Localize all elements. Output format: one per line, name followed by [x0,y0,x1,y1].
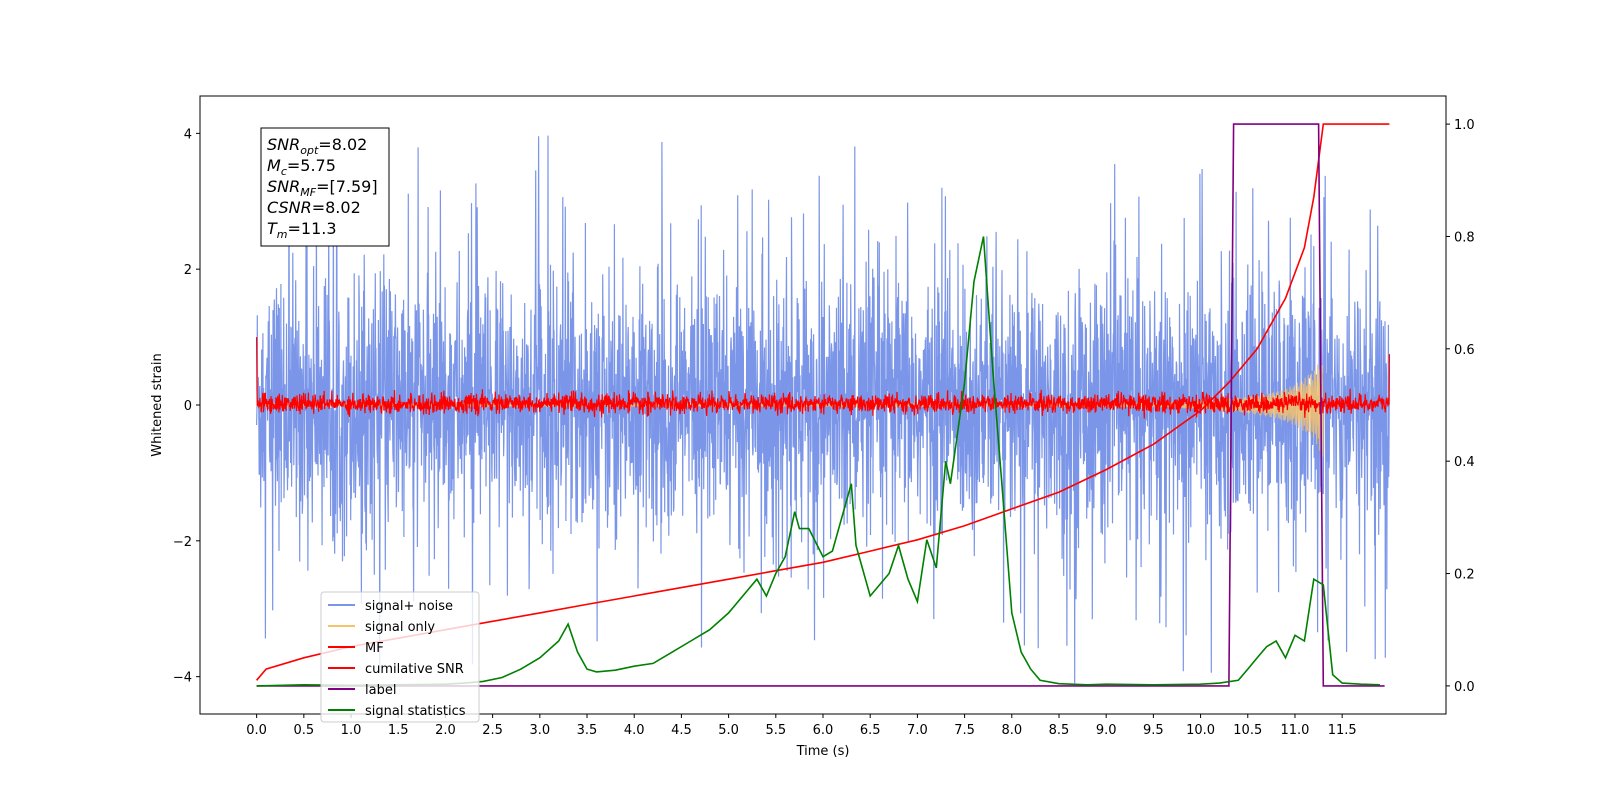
annotation-line: CSNR=8.02 [267,198,361,217]
legend-label: signal statistics [365,704,466,719]
annotation-subscript: m [277,228,288,241]
series-signal-statistics [256,236,1380,687]
x-tick-label: 0.0 [246,723,267,738]
y2-tick-label: 1.0 [1454,118,1475,133]
x-tick-label: 2.5 [482,723,503,738]
x-tick-label: 2.0 [435,723,456,738]
annotation-value: =5.75 [287,156,336,175]
y-tick-label: −2 [173,535,192,550]
y2-tick-label: 0.2 [1454,568,1475,583]
x-tick-label: 10.0 [1186,723,1215,738]
x-tick-label: 1.5 [388,723,409,738]
legend-label: signal+ noise [365,599,453,614]
annotation-line: SNRopt=8.02 [267,135,367,157]
y-tick-label: −4 [173,671,192,686]
x-tick-label: 10.5 [1233,723,1262,738]
annotation-value: =[7.59] [316,177,378,196]
series-signal-noise [256,135,1390,684]
y-tick-label: 2 [184,263,192,278]
legend-label: label [365,683,396,698]
x-tick-label: 0.5 [293,723,314,738]
legend: signal+ noise signal only MF cumilative SNR… [320,591,480,723]
x-tick-label: 9.0 [1096,723,1117,738]
x-tick-label: 3.0 [529,723,550,738]
annotation-value: =11.3 [288,219,337,238]
x-tick-label: 4.5 [671,723,692,738]
annotation-subscript: c [281,165,287,178]
annotation-line: Tm=11.3 [267,219,337,241]
x-tick-label: 8.0 [1001,723,1022,738]
y-tick-label: 4 [184,127,192,142]
x-tick-label: 3.5 [577,723,598,738]
annotation-symbol: CSNR [267,198,312,217]
x-tick-label: 6.0 [813,723,834,738]
annotation-subscript: MF [300,186,316,199]
annotation-symbol: SNR [267,135,300,154]
annotation-subscript: opt [300,144,319,157]
legend-label: signal only [365,620,435,635]
y-axis-label: Whitened strain [150,353,165,456]
x-tick-label: 7.5 [954,723,975,738]
y2-tick-label: 0.4 [1454,455,1475,470]
x-tick-label: 5.5 [765,723,786,738]
series-mf [256,337,1390,419]
y-tick-label: 0 [184,399,192,414]
annotation-symbol: M [267,156,281,175]
annotation-symbol: T [267,219,278,238]
x-tick-label: 4.0 [624,723,645,738]
x-tick-label: 6.5 [860,723,881,738]
y2-tick-label: 0.6 [1454,343,1475,358]
x-tick-label: 11.5 [1328,723,1357,738]
legend-label: MF [365,641,384,656]
x-tick-label: 7.0 [907,723,928,738]
annotation-box: SNRopt=8.02Mc=5.75SNRMF=[7.59]CSNR=8.02T… [260,127,390,247]
y2-tick-label: 0.8 [1454,230,1475,245]
y-axis-right: 0.0 0.2 0.4 0.6 0.8 1.0 [1446,118,1475,695]
y2-tick-label: 0.0 [1454,680,1475,695]
annotation-value: =8.02 [312,198,361,217]
annotation-value: =8.02 [318,135,367,154]
y-axis-left: −4 −2 0 2 4 [173,127,200,686]
annotation-symbol: SNR [267,177,300,196]
x-axis-label: Time (s) [796,744,850,759]
x-tick-label: 11.0 [1280,723,1309,738]
x-tick-label: 5.0 [718,723,739,738]
x-tick-label: 9.5 [1143,723,1164,738]
annotation-line: Mc=5.75 [267,156,336,178]
annotation-frame [260,127,390,247]
series-label [256,123,1385,687]
x-tick-label: 8.5 [1049,723,1070,738]
x-axis: 0.0 0.5 1.0 1.5 2.0 2.5 3.0 3.5 4.0 4.5 5.0 5.5 6.0 6… [246,714,1357,738]
legend-label: cumilative SNR [365,662,464,677]
annotation-line: SNRMF=[7.59] [267,177,378,199]
x-tick-label: 1.0 [341,723,362,738]
legend-frame [320,591,480,723]
